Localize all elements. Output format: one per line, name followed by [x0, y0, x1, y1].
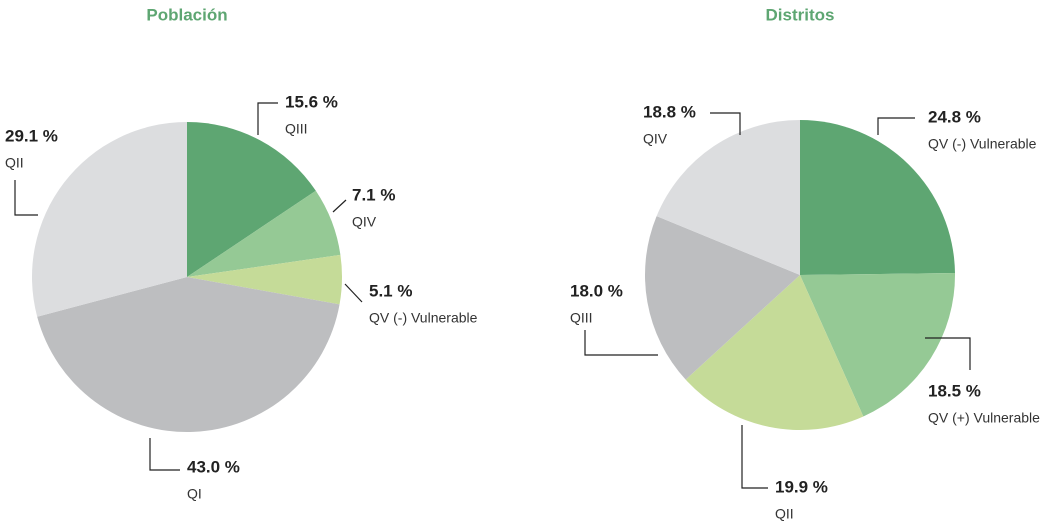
- category-label: QIV: [643, 131, 668, 147]
- pie-slice: [685, 275, 864, 430]
- leader-line: [344, 283, 363, 303]
- pie-slice: [800, 273, 955, 417]
- value-label: 7.1 %: [352, 185, 395, 204]
- leader-line: [332, 199, 347, 213]
- category-label: QII: [5, 155, 24, 171]
- value-label: 24.8 %: [928, 107, 981, 126]
- category-label: QV (-) Vulnerable: [928, 136, 1037, 152]
- category-label: QV (+) Vulnerable: [928, 410, 1040, 426]
- leader-line: [741, 425, 768, 489]
- leader-line: [877, 117, 915, 135]
- value-label: 15.6 %: [285, 92, 338, 111]
- value-label: 29.1 %: [5, 126, 58, 145]
- category-label: QV (-) Vulnerable: [369, 310, 478, 326]
- leader-line: [14, 180, 38, 216]
- pie-slice: [187, 254, 342, 305]
- pie-slice: [645, 216, 800, 380]
- pie-slice: [656, 120, 800, 275]
- category-label: QIV: [352, 214, 377, 230]
- category-label: QIII: [285, 121, 308, 137]
- value-label: 19.9 %: [775, 477, 828, 496]
- pie-slice: [800, 120, 955, 275]
- category-label: QIII: [570, 310, 593, 326]
- value-label: 18.8 %: [643, 102, 696, 121]
- category-label: QII: [775, 506, 794, 522]
- leader-line: [149, 438, 180, 471]
- chart-title: Población: [146, 5, 227, 24]
- leader-line: [257, 102, 278, 135]
- value-label: 18.5 %: [928, 381, 981, 400]
- value-label: 18.0 %: [570, 281, 623, 300]
- pie-slice: [187, 190, 341, 277]
- leader-line: [710, 112, 741, 135]
- leader-line: [925, 337, 971, 370]
- leader-line: [584, 330, 658, 356]
- value-label: 5.1 %: [369, 281, 412, 300]
- pie-slice: [37, 277, 340, 432]
- chart-title: Distritos: [766, 5, 835, 24]
- value-label: 43.0 %: [187, 457, 240, 476]
- category-label: QI: [187, 486, 202, 502]
- pie-slice: [187, 122, 316, 277]
- pie-slice: [31, 122, 187, 317]
